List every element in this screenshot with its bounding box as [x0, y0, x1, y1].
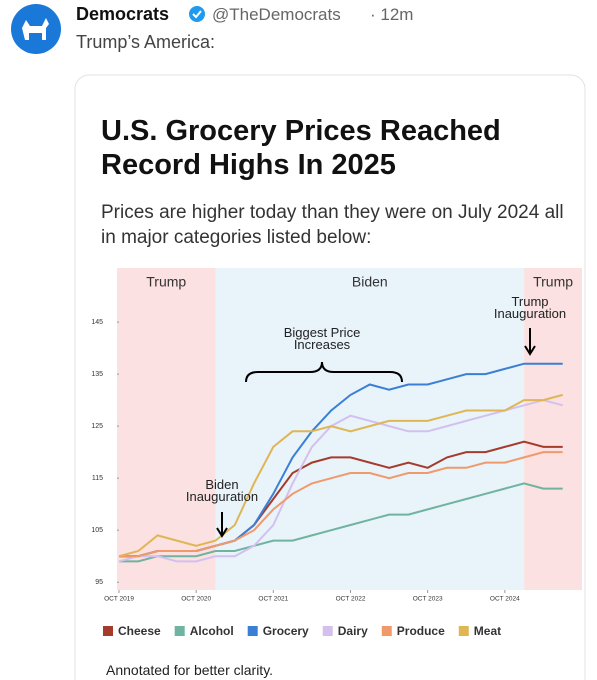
avatar-logo [22, 18, 49, 40]
x-tick-label: OCT 2019 [104, 596, 134, 603]
legend-swatch [247, 626, 258, 636]
region-label: Trump [146, 274, 186, 290]
card-title: U.S. Grocery Prices Reached Record Highs… [101, 115, 501, 181]
y-tick-label: 95 [95, 579, 103, 586]
annotation: Biggest Price Increases [284, 325, 361, 352]
footnote: Annotated for better clarity. [106, 662, 274, 678]
verified-check [192, 10, 202, 19]
legend-label: Cheese [118, 624, 161, 638]
author-name[interactable]: Democrats [76, 4, 170, 24]
chart: Trump Biden Trump 95 105 115 125 135 145 OCT 2019… [91, 268, 582, 638]
y-tick-label: 105 [91, 527, 103, 534]
x-tick-label: OCT 2020 [181, 596, 211, 603]
legend-swatch [458, 626, 469, 636]
legend-label: Meat [474, 624, 501, 638]
y-tick-label: 135 [91, 371, 103, 378]
card-frame [74, 74, 586, 680]
author-handle[interactable]: @TheDemocrats [212, 5, 341, 24]
region-label: Biden [352, 274, 388, 290]
legend-label: Grocery [263, 624, 309, 638]
brace [245, 361, 403, 383]
annotation: Trump Inauguration [494, 294, 566, 321]
y-tick-label: 125 [91, 423, 103, 430]
legend-label: Dairy [338, 624, 368, 638]
region [117, 268, 216, 590]
card-subtitle: Prices are higher today than they were o… [101, 202, 564, 248]
x-tick-label: OCT 2023 [413, 596, 443, 603]
region-label: Trump [533, 274, 573, 290]
series-line [118, 393, 563, 558]
region [524, 268, 582, 590]
tweet-text: Trump’s America: [76, 32, 216, 52]
arrow [524, 328, 536, 356]
verified-badge [189, 6, 205, 22]
legend-swatch [174, 626, 185, 636]
legend-label: Produce [397, 624, 445, 638]
arrow [216, 512, 228, 538]
legend-swatch [381, 626, 392, 636]
y-tick-label: 115 [92, 475, 103, 482]
legend-swatch [322, 626, 333, 636]
x-tick-label: OCT 2022 [336, 596, 366, 603]
x-tick-label: OCT 2024 [490, 596, 520, 603]
timestamp[interactable]: · 12m [370, 5, 414, 24]
annotation: Biden Inauguration [186, 477, 258, 504]
series-line [118, 399, 563, 563]
y-tick-label: 145 [91, 319, 103, 326]
legend-label: Alcohol [190, 624, 234, 638]
region [215, 268, 525, 590]
x-tick-label: OCT 2021 [258, 596, 288, 603]
legend-swatch [103, 626, 113, 636]
series-line [119, 482, 563, 563]
series-line [119, 451, 563, 558]
